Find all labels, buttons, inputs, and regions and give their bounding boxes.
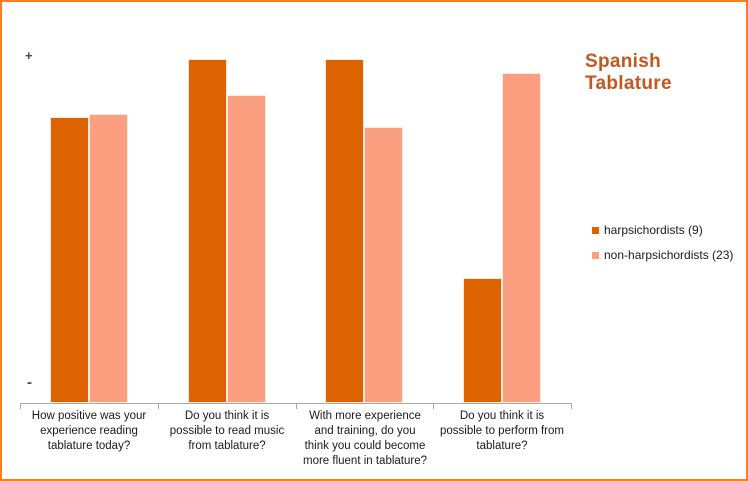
bar-non-harpsichordists-group-1 [89, 114, 128, 403]
chart-title-line2: Tablature [585, 73, 672, 94]
y-axis-plus-label: + [25, 48, 33, 63]
chart-title-line1: Spanish [585, 51, 662, 72]
bar-harpsichordists-group-4 [463, 278, 502, 403]
legend-label: non-harpsichordists (23) [604, 248, 734, 262]
non-harpsichordists-swatch-icon [592, 251, 599, 259]
category-label-2: Do you think it is possible to read musi… [169, 410, 285, 452]
legend-label: harpsichordists (9) [604, 223, 703, 237]
x-axis-tick [20, 404, 21, 409]
category-label-1: How positive was your experience reading… [31, 410, 147, 452]
x-axis-tick [571, 404, 572, 409]
bar-non-harpsichordists-group-4 [502, 73, 541, 403]
bar-harpsichordists-group-3 [325, 59, 364, 403]
x-axis-tick [158, 404, 159, 409]
harpsichordists-swatch-icon [592, 226, 599, 234]
legend: harpsichordists (9) non-harpsichordists … [592, 223, 733, 273]
x-axis-line [20, 403, 572, 404]
x-axis-tick [433, 404, 434, 409]
bar-non-harpsichordists-group-2 [227, 95, 266, 403]
legend-item-harpsichordists: harpsichordists (9) [592, 223, 733, 237]
bar-non-harpsichordists-group-3 [364, 127, 403, 403]
category-label-3: With more experience and training, do yo… [302, 410, 428, 467]
bar-harpsichordists-group-1 [50, 117, 89, 403]
x-axis-tick [296, 404, 297, 409]
chart-title: Spanish Tablature [585, 51, 672, 95]
bar-harpsichordists-group-2 [188, 59, 227, 403]
category-label-4: Do you think it is possible to perform f… [440, 410, 564, 452]
legend-item-non-harpsichordists: non-harpsichordists (23) [592, 248, 733, 262]
y-axis-minus-label: - [27, 374, 32, 391]
